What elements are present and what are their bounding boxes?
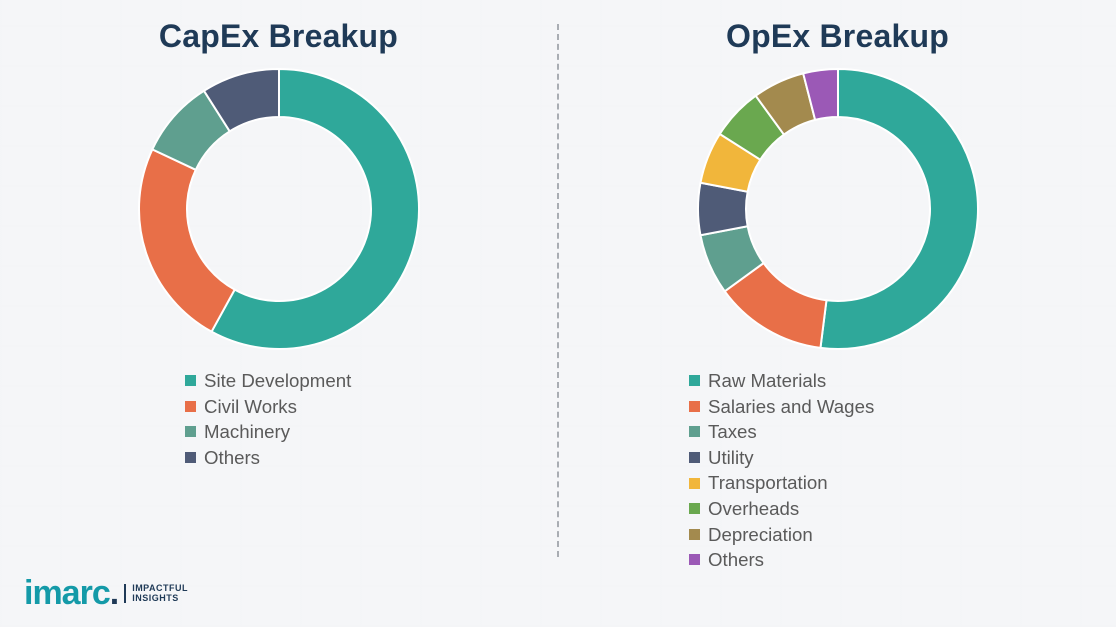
capex-legend: Site Development Civil Works Machinery Othe… bbox=[185, 371, 351, 467]
opex-legend-item-3: Utility bbox=[689, 448, 874, 468]
legend-label: Depreciation bbox=[708, 525, 813, 545]
legend-label: Raw Materials bbox=[708, 371, 826, 391]
opex-slice-0 bbox=[820, 69, 978, 349]
legend-swatch-icon bbox=[689, 478, 700, 489]
capex-panel: CapEx Breakup Site Development Civil Work… bbox=[0, 0, 557, 627]
opex-legend-item-2: Taxes bbox=[689, 422, 874, 442]
opex-legend-item-4: Transportation bbox=[689, 473, 874, 493]
capex-legend-item-3: Others bbox=[185, 448, 351, 468]
opex-legend: Raw Materials Salaries and Wages Taxes Util… bbox=[689, 371, 874, 570]
opex-legend-item-7: Others bbox=[689, 550, 874, 570]
brand-dot-icon: . bbox=[110, 574, 118, 612]
opex-panel: OpEx Breakup Raw Materials Salaries and W… bbox=[559, 0, 1116, 627]
legend-label: Civil Works bbox=[204, 397, 297, 417]
legend-swatch-icon bbox=[185, 426, 196, 437]
legend-swatch-icon bbox=[689, 375, 700, 386]
legend-label: Overheads bbox=[708, 499, 799, 519]
legend-label: Salaries and Wages bbox=[708, 397, 874, 417]
opex-legend-item-0: Raw Materials bbox=[689, 371, 874, 391]
legend-swatch-icon bbox=[689, 401, 700, 412]
capex-donut bbox=[135, 65, 423, 353]
capex-title: CapEx Breakup bbox=[159, 18, 398, 55]
opex-donut bbox=[694, 65, 982, 353]
opex-legend-item-5: Overheads bbox=[689, 499, 874, 519]
legend-label: Others bbox=[204, 448, 260, 468]
capex-slice-1 bbox=[139, 149, 235, 331]
legend-label: Site Development bbox=[204, 371, 351, 391]
legend-label: Taxes bbox=[708, 422, 757, 442]
brand-text: imarc bbox=[24, 574, 110, 612]
legend-label: Transportation bbox=[708, 473, 828, 493]
legend-label: Utility bbox=[708, 448, 754, 468]
opex-donut-svg bbox=[694, 65, 982, 353]
legend-swatch-icon bbox=[185, 401, 196, 412]
brand-logo: imarc. IMPACTFUL INSIGHTS bbox=[24, 574, 188, 613]
legend-swatch-icon bbox=[689, 503, 700, 514]
brand-tagline-line2: INSIGHTS bbox=[132, 593, 179, 603]
legend-swatch-icon bbox=[185, 452, 196, 463]
legend-swatch-icon bbox=[185, 375, 196, 386]
capex-donut-svg bbox=[135, 65, 423, 353]
brand-tagline-line1: IMPACTFUL bbox=[132, 583, 188, 593]
legend-swatch-icon bbox=[689, 529, 700, 540]
opex-title: OpEx Breakup bbox=[726, 18, 949, 55]
opex-legend-item-6: Depreciation bbox=[689, 525, 874, 545]
legend-label: Others bbox=[708, 550, 764, 570]
brand-tagline: IMPACTFUL INSIGHTS bbox=[124, 584, 188, 604]
legend-swatch-icon bbox=[689, 452, 700, 463]
capex-legend-item-0: Site Development bbox=[185, 371, 351, 391]
opex-legend-item-1: Salaries and Wages bbox=[689, 397, 874, 417]
legend-swatch-icon bbox=[689, 426, 700, 437]
capex-legend-item-1: Civil Works bbox=[185, 397, 351, 417]
brand-wordmark: imarc. bbox=[24, 574, 118, 613]
legend-swatch-icon bbox=[689, 554, 700, 565]
legend-label: Machinery bbox=[204, 422, 290, 442]
chart-frame: CapEx Breakup Site Development Civil Work… bbox=[0, 0, 1116, 627]
capex-legend-item-2: Machinery bbox=[185, 422, 351, 442]
